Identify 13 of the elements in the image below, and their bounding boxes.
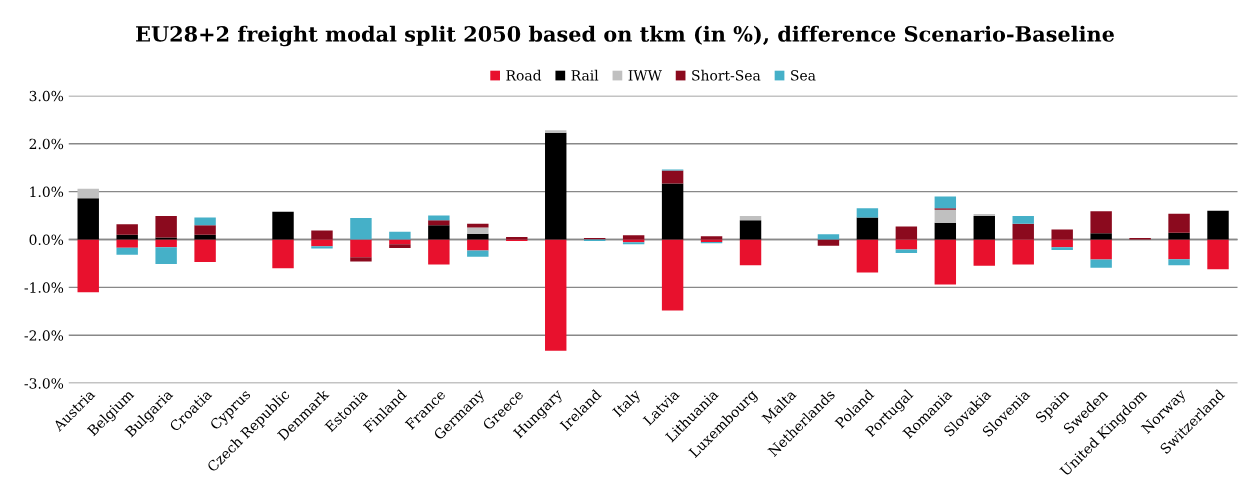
y-tick-label: 1.0% — [30, 186, 64, 198]
y-tick-label: 0.0% — [29, 234, 64, 245]
y-tick-label: -3.0% — [24, 378, 64, 389]
legend-label: Road — [506, 69, 542, 81]
y-tick-label: -2.0% — [24, 330, 64, 341]
y-tick-label: 2.0% — [29, 138, 64, 150]
y-tick-label: -1.0% — [24, 282, 64, 293]
chart-title: EU28+2 freight modal split 2050 based on tkm (in %), difference Scenario-Baseline — [136, 25, 1114, 47]
legend-label: Sea — [791, 70, 816, 81]
legend-label: IWW — [628, 70, 662, 81]
y-tick-label: 3.0% — [29, 90, 64, 102]
legend-label: Short-Sea — [692, 69, 761, 81]
legend-label: Rail — [571, 69, 599, 81]
